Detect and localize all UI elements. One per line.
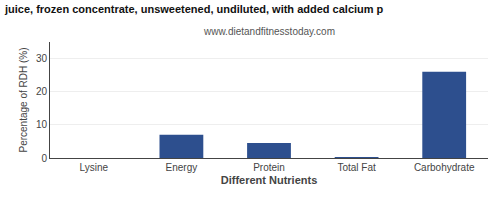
svg-text:juice, frozen concentrate, uns: juice, frozen concentrate, unsweetened, …	[4, 3, 384, 15]
svg-text:30: 30	[36, 53, 48, 64]
svg-text:Carbohydrate: Carbohydrate	[414, 162, 475, 173]
svg-text:Total Fat: Total Fat	[337, 162, 376, 173]
svg-text:www.dietandfitnesstoday.com: www.dietandfitnesstoday.com	[203, 26, 335, 37]
svg-text:Energy: Energy	[166, 162, 198, 173]
svg-text:Percentage of RDH (%): Percentage of RDH (%)	[18, 47, 29, 152]
svg-text:0: 0	[41, 153, 47, 164]
svg-text:20: 20	[36, 86, 48, 97]
svg-text:Different Nutrients: Different Nutrients	[221, 174, 318, 186]
svg-text:Protein: Protein	[253, 162, 285, 173]
svg-text:10: 10	[36, 119, 48, 130]
svg-text:Lysine: Lysine	[80, 162, 109, 173]
